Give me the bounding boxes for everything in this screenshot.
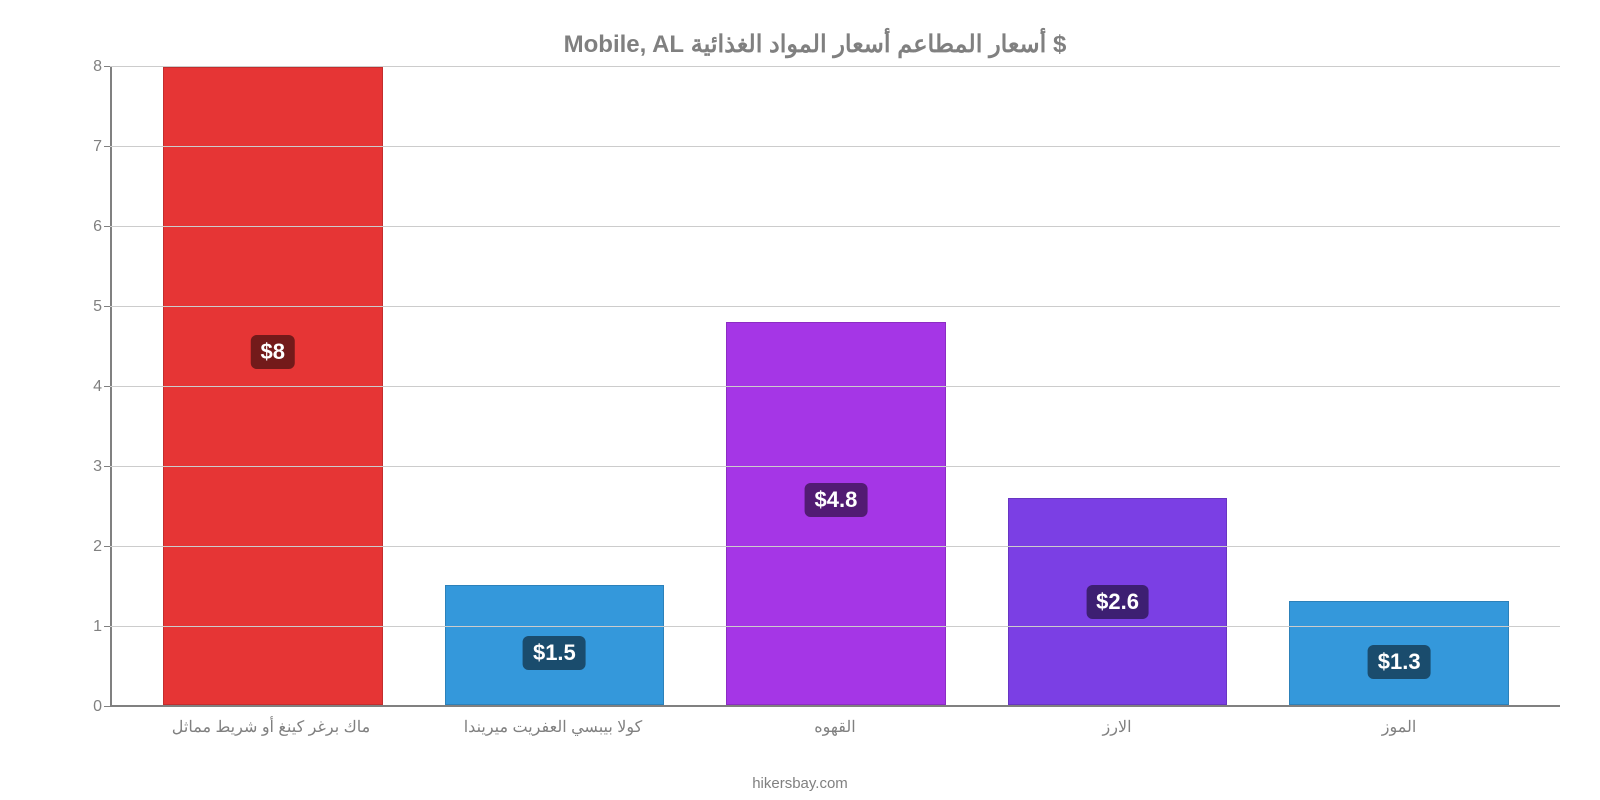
gridline [110, 66, 1560, 67]
plot-area: $8 $1.5 $4.8 $2.6 $1.3 [110, 67, 1560, 707]
gridline [110, 386, 1560, 387]
bar: $2.6 [1008, 498, 1228, 705]
x-axis-label: القهوه [694, 717, 976, 737]
bar-value-label: $1.3 [1368, 645, 1431, 679]
y-axis: 012345678 [70, 67, 110, 707]
bar-value-label: $1.5 [523, 636, 586, 670]
gridline [110, 146, 1560, 147]
plot: 012345678 $8$1.5$4.8$2.6$1.3 ماك برغر كي… [70, 67, 1560, 707]
y-tick-label: 5 [93, 298, 102, 316]
bar-value-label: $8 [251, 335, 295, 369]
x-axis-label: كولا بيبسي العفريت ميريندا [412, 717, 694, 737]
chart-container: $ أسعار المطاعم أسعار المواد الغذائية Mo… [0, 0, 1600, 800]
y-tick-label: 4 [93, 378, 102, 396]
y-tick-label: 8 [93, 58, 102, 76]
gridline [110, 466, 1560, 467]
y-tick-label: 2 [93, 538, 102, 556]
attribution-text: hikersbay.com [0, 775, 1600, 792]
bar-value-label: $2.6 [1086, 585, 1149, 619]
bar: $4.8 [726, 322, 946, 705]
chart-title: $ أسعار المطاعم أسعار المواد الغذائية Mo… [70, 30, 1560, 59]
bar-value-label: $4.8 [805, 483, 868, 517]
x-axis-labels: ماك برغر كينغ أو شريط مماثلكولا بيبسي ال… [110, 717, 1560, 737]
gridline [110, 226, 1560, 227]
gridline [110, 306, 1560, 307]
x-axis-label: الارز [976, 717, 1258, 737]
gridline [110, 626, 1560, 627]
x-axis-label: ماك برغر كينغ أو شريط مماثل [130, 717, 412, 737]
y-tick-label: 3 [93, 458, 102, 476]
x-axis-label: الموز [1258, 717, 1540, 737]
y-tick-label: 7 [93, 138, 102, 156]
y-tick-label: 6 [93, 218, 102, 236]
bar: $1.3 [1289, 601, 1509, 705]
y-tick-mark [104, 706, 110, 707]
y-tick-label: 0 [93, 698, 102, 716]
bar: $1.5 [445, 585, 665, 705]
y-tick-label: 1 [93, 618, 102, 636]
gridline [110, 546, 1560, 547]
